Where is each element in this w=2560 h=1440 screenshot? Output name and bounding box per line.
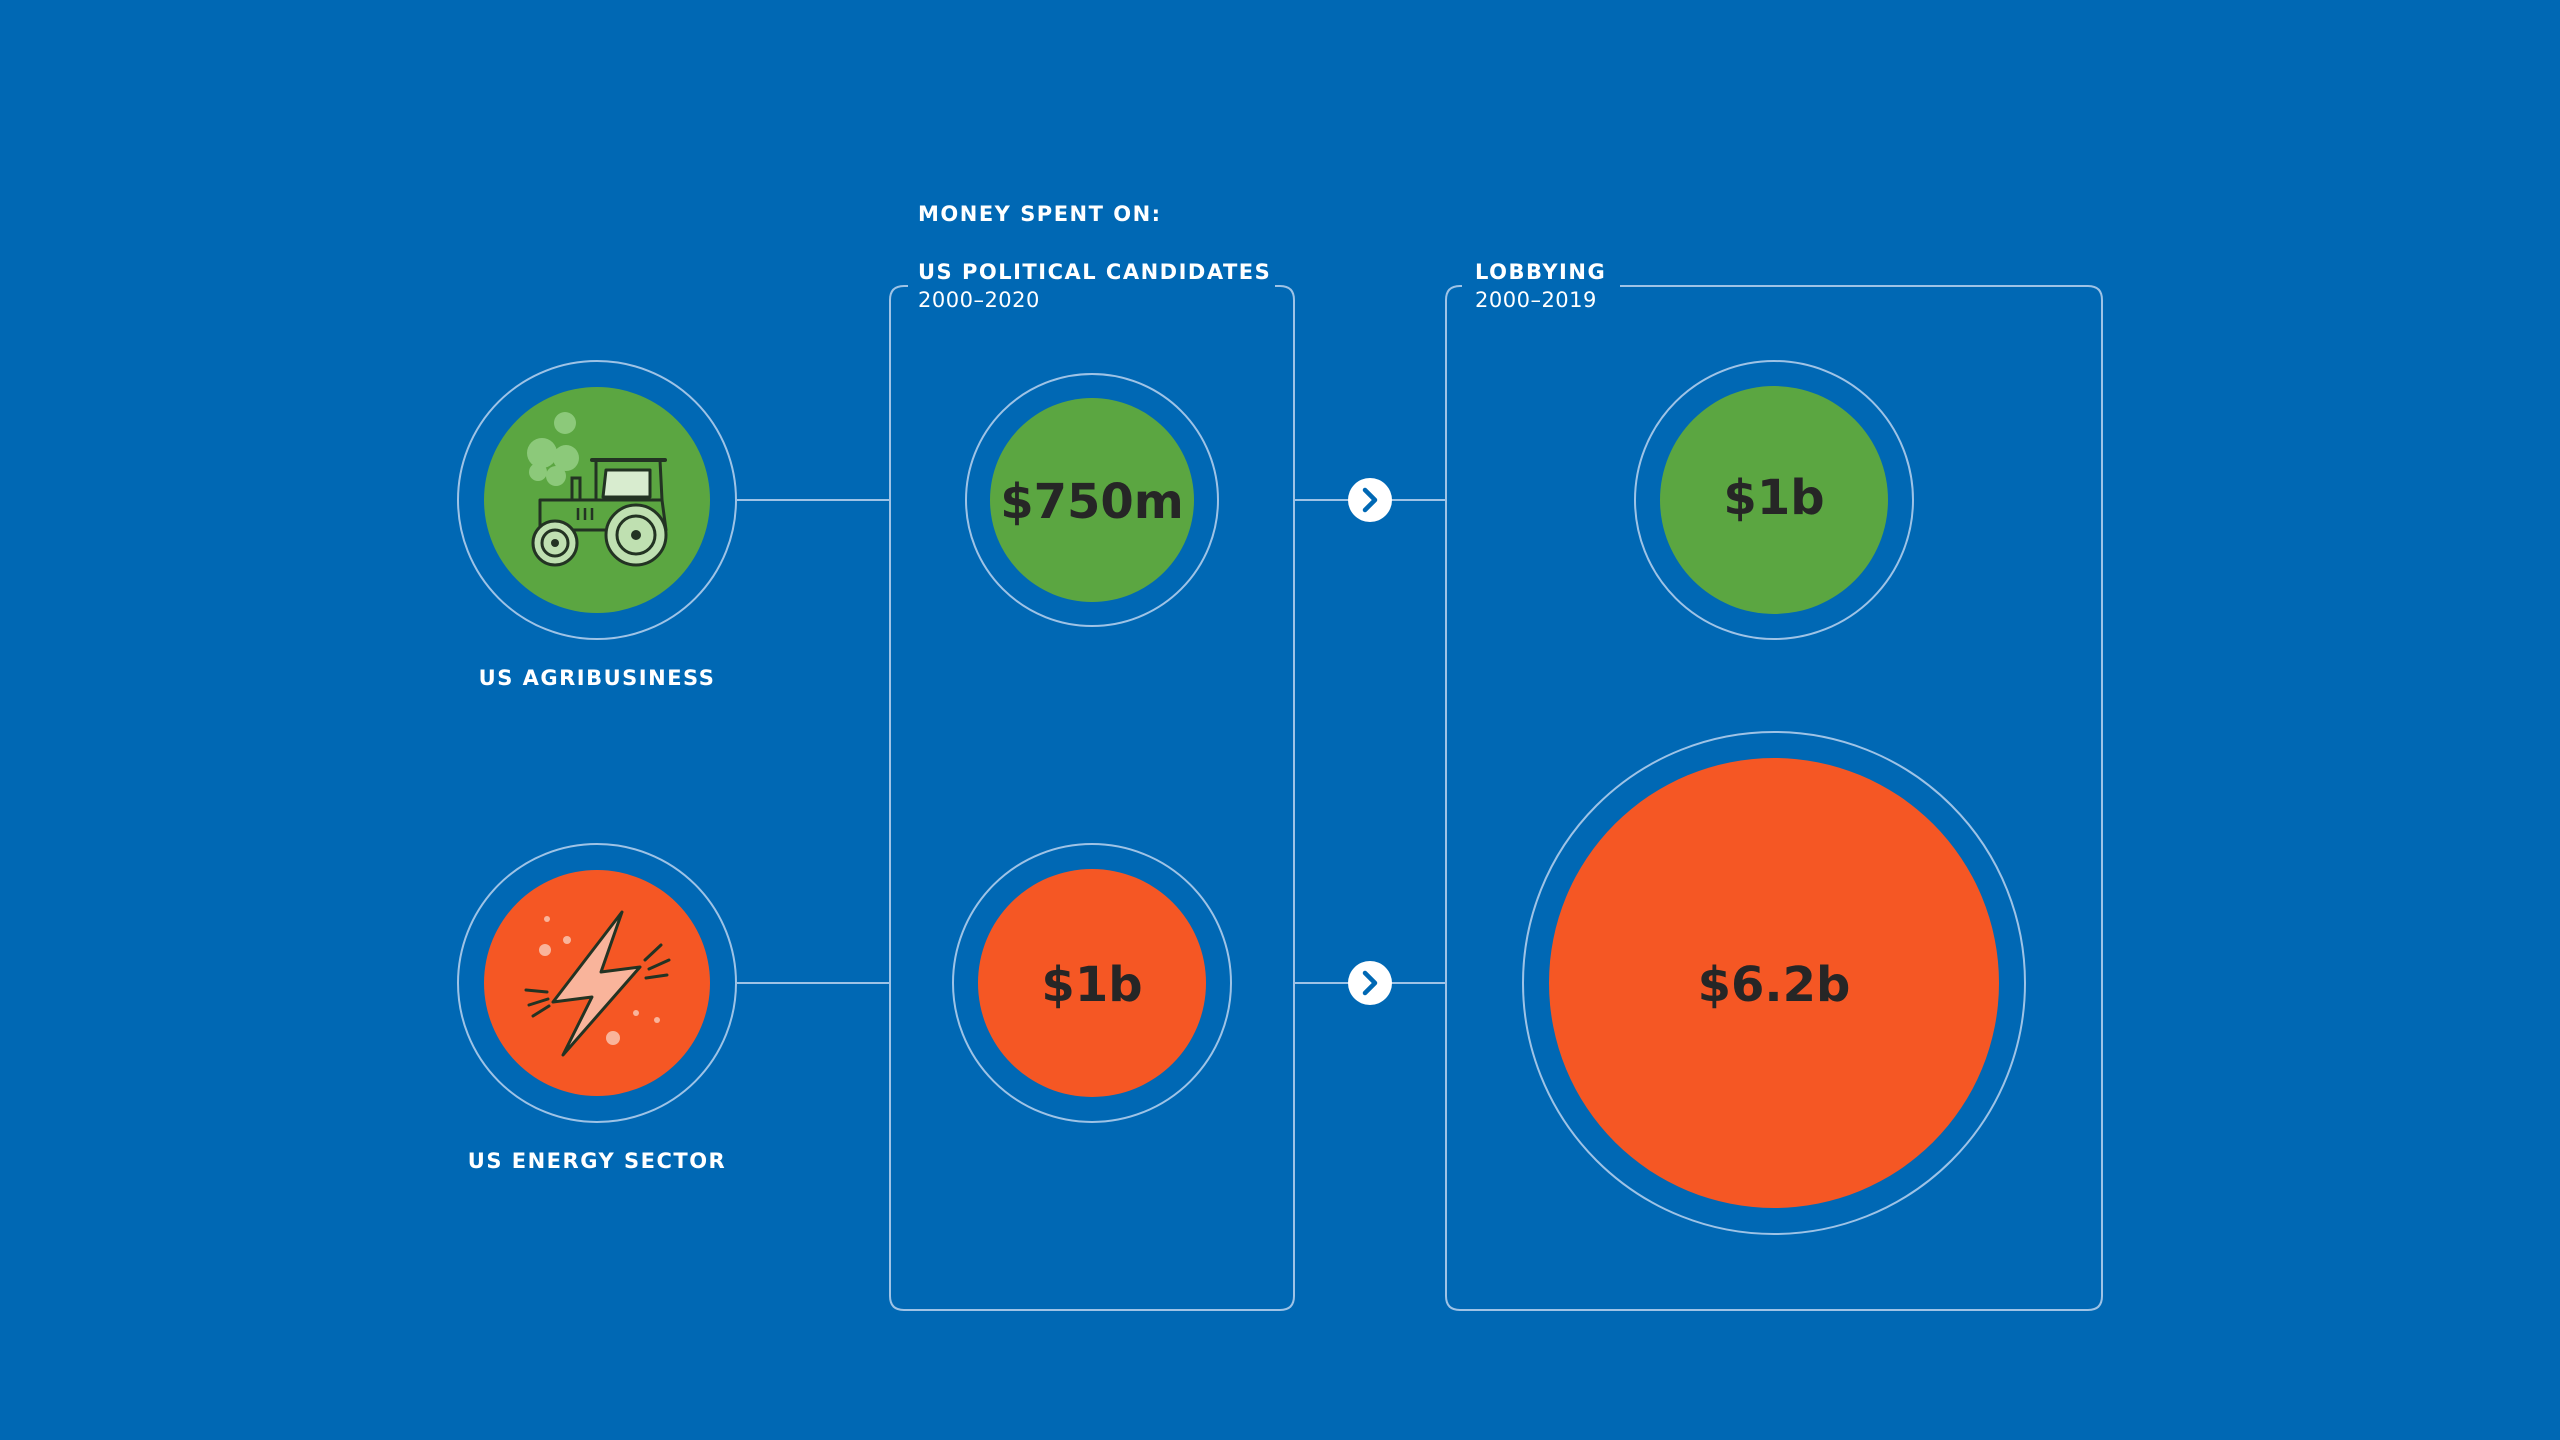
candidates-frame — [889, 285, 1295, 1311]
agri-lobbying-value: $1b — [1723, 470, 1824, 526]
lobbying-column-title: LOBBYING — [1475, 260, 1607, 284]
agri-candidates-circle: $750m — [965, 373, 1219, 627]
energy-label: US ENERGY SECTOR — [467, 1149, 727, 1173]
tractor-icon — [527, 412, 668, 567]
energy-icon-circle — [457, 843, 737, 1123]
header-title: MONEY SPENT ON: — [918, 202, 1162, 226]
agri-lobbying-circle: $1b — [1634, 360, 1914, 640]
agri-candidates-value: $750m — [1000, 474, 1184, 530]
arrow-energy — [1348, 961, 1392, 1005]
lobbying-frame — [1445, 285, 2103, 1311]
lobbying-column-years: 2000–2019 — [1475, 288, 1597, 312]
lightning-bolt-icon — [524, 910, 671, 1057]
arrow-agri — [1348, 478, 1392, 522]
energy-lobbying-circle: $6.2b — [1522, 731, 2026, 1235]
agribusiness-icon-circle — [457, 360, 737, 640]
candidates-column-title: US POLITICAL CANDIDATES — [918, 260, 1272, 284]
energy-lobbying-value: $6.2b — [1698, 957, 1851, 1013]
chevron-right-icon — [1362, 970, 1378, 996]
energy-candidates-value: $1b — [1041, 957, 1142, 1013]
candidates-column-years: 2000–2020 — [918, 288, 1040, 312]
energy-candidates-circle: $1b — [952, 843, 1232, 1123]
chevron-right-icon — [1362, 487, 1378, 513]
agribusiness-label: US AGRIBUSINESS — [478, 666, 716, 690]
